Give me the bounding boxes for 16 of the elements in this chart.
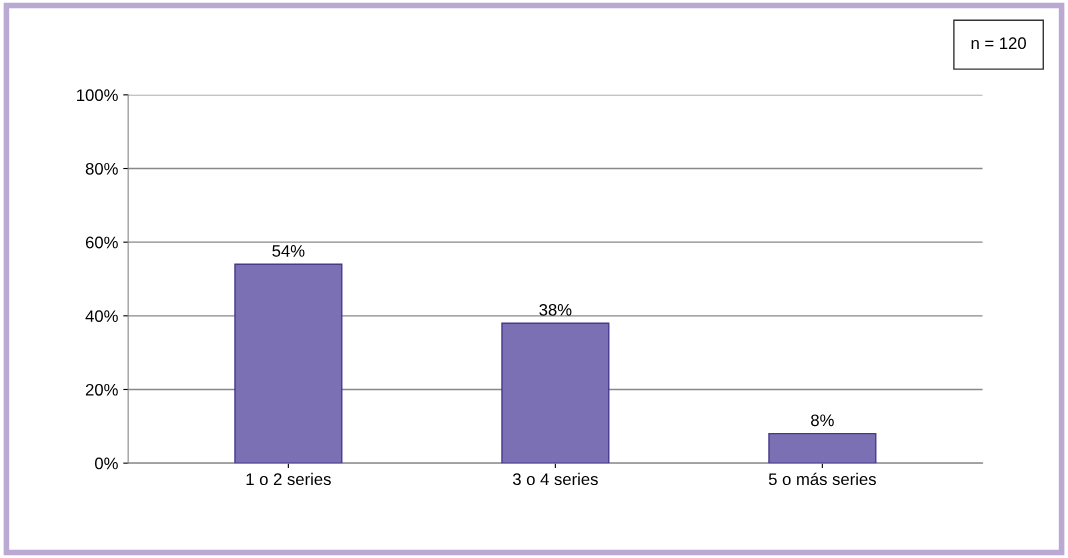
x-tick-label: 1 o 2 series (246, 472, 331, 486)
bar (501, 322, 610, 464)
data-label: 8% (811, 414, 834, 427)
y-tick-label: 60% (85, 236, 118, 249)
y-tick-label: 0% (95, 457, 118, 470)
text: n = 120 (971, 37, 1026, 50)
y-tick-label: 40% (85, 310, 118, 323)
x-tick-label: 5 o más series (768, 472, 876, 486)
bar (234, 263, 343, 464)
data-label: 54% (272, 245, 305, 257)
y-tick-label: 80% (85, 162, 118, 175)
bar (768, 432, 877, 464)
y-tick-label: 100% (77, 89, 118, 102)
y-tick-label: 20% (85, 383, 118, 396)
data-label: 38% (539, 303, 572, 316)
x-tick-label: 3 o 4 series (512, 472, 598, 486)
